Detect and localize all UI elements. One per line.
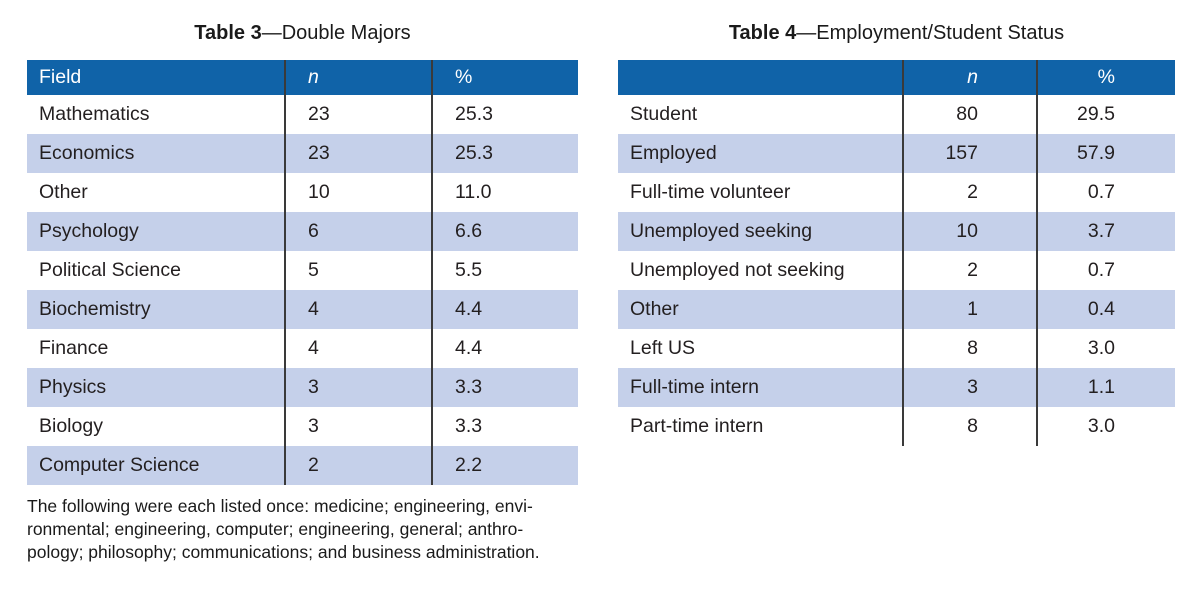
table-cell: Left US bbox=[630, 337, 696, 359]
table-row: Student 80 29.5 bbox=[618, 95, 1175, 134]
table-cell: 0.7 bbox=[1036, 173, 1175, 212]
table-cell: 3.3 bbox=[431, 368, 578, 407]
table-cell: 2 bbox=[284, 446, 432, 485]
table-cell: Biology bbox=[39, 415, 103, 437]
table-cell: Finance bbox=[39, 337, 109, 359]
table-row: Biochemistry 4 4.4 bbox=[27, 290, 578, 329]
table-cell: 3.0 bbox=[1036, 329, 1175, 368]
table-row: Economics 23 25.3 bbox=[27, 134, 578, 173]
table-row: Employed 157 57.9 bbox=[618, 134, 1175, 173]
table-row: Biology 3 3.3 bbox=[27, 407, 578, 446]
table4: n % Student 80 29.5 Employed 157 57.9 Full-tim… bbox=[618, 60, 1175, 446]
table-cell: Economics bbox=[27, 134, 285, 173]
table-cell: 1.1 bbox=[1036, 368, 1175, 407]
table-cell: 3 bbox=[902, 368, 1037, 407]
table-cell: Political Science bbox=[39, 259, 181, 281]
table4-title: Table 4—Employment/Student Status bbox=[618, 20, 1175, 46]
table3-title-text: —Double Majors bbox=[261, 22, 411, 44]
table-cell: 3 bbox=[284, 368, 432, 407]
table-cell: 0.7 bbox=[1036, 251, 1175, 290]
table-cell: 6.6 bbox=[431, 212, 578, 251]
table-cell: 157 bbox=[902, 134, 1037, 173]
column-header-pct: % bbox=[431, 60, 578, 95]
table-row: Full-time volunteer 2 0.7 bbox=[618, 173, 1175, 212]
column-header-n: n bbox=[902, 60, 1037, 95]
table3-title: Table 3—Double Majors bbox=[27, 20, 578, 46]
table3-footnote: The following were each listed once: med… bbox=[27, 496, 540, 562]
table-cell: 10 bbox=[284, 173, 432, 212]
table-cell: 2.2 bbox=[431, 446, 578, 485]
table4-header-row: n % bbox=[618, 60, 1175, 95]
table-row: Unemployed seeking 10 3.7 bbox=[618, 212, 1175, 251]
table-row: Mathematics 23 25.3 bbox=[27, 95, 578, 134]
table-cell: Full-time volunteer bbox=[630, 181, 791, 203]
table-cell: 23 bbox=[284, 95, 432, 134]
table-cell: 3.7 bbox=[1036, 212, 1175, 251]
table4-title-text: —Employment/Student Status bbox=[796, 22, 1065, 44]
table-row: Other 1 0.4 bbox=[618, 290, 1175, 329]
table-cell: 2 bbox=[902, 173, 1037, 212]
table-cell: 5.5 bbox=[431, 251, 578, 290]
table-cell: Psychology bbox=[27, 212, 285, 251]
table-row: Left US 8 3.0 bbox=[618, 329, 1175, 368]
table-cell: 6 bbox=[284, 212, 432, 251]
table3: Field n % Mathematics 23 25.3 Economics 23 25… bbox=[27, 60, 578, 485]
table-row: Psychology 6 6.6 bbox=[27, 212, 578, 251]
table-row: Part-time intern 8 3.0 bbox=[618, 407, 1175, 446]
table-cell: Unemployed seeking bbox=[618, 212, 903, 251]
table-cell: Employed bbox=[618, 134, 903, 173]
table-cell: 25.3 bbox=[431, 134, 578, 173]
table-cell: Unemployed not seeking bbox=[630, 259, 845, 281]
table-cell: 3.3 bbox=[431, 407, 578, 446]
table-cell: 23 bbox=[284, 134, 432, 173]
column-header-field: Field bbox=[27, 60, 285, 95]
table-cell: Physics bbox=[27, 368, 285, 407]
table-cell: 4.4 bbox=[431, 290, 578, 329]
table-cell: 80 bbox=[902, 95, 1037, 134]
column-header-n: n bbox=[284, 60, 432, 95]
table-cell: Computer Science bbox=[27, 446, 285, 485]
table-cell: 10 bbox=[902, 212, 1037, 251]
table-cell: 8 bbox=[902, 329, 1037, 368]
table-row: Full-time intern 3 1.1 bbox=[618, 368, 1175, 407]
table-row: Physics 3 3.3 bbox=[27, 368, 578, 407]
column-header-pct: % bbox=[1036, 60, 1175, 95]
table-cell: Other bbox=[39, 181, 88, 203]
table-row: Other 10 11.0 bbox=[27, 173, 578, 212]
table-row: Political Science 5 5.5 bbox=[27, 251, 578, 290]
table4-block: Table 4—Employment/Student Status n % St… bbox=[618, 0, 1175, 446]
table-cell: 4.4 bbox=[431, 329, 578, 368]
table-cell: Student bbox=[630, 103, 698, 125]
table3-title-label: Table 3 bbox=[194, 22, 262, 44]
table-row: Computer Science 2 2.2 bbox=[27, 446, 578, 485]
table-cell: Other bbox=[618, 290, 903, 329]
table-row: Finance 4 4.4 bbox=[27, 329, 578, 368]
table-cell: 4 bbox=[284, 329, 432, 368]
table-cell: 5 bbox=[284, 251, 432, 290]
table-cell: 4 bbox=[284, 290, 432, 329]
table-cell: 2 bbox=[902, 251, 1037, 290]
table-cell: 29.5 bbox=[1036, 95, 1175, 134]
table-row: Unemployed not seeking 2 0.7 bbox=[618, 251, 1175, 290]
table3-header-row: Field n % bbox=[27, 60, 578, 95]
table-cell: Part-time intern bbox=[630, 415, 764, 437]
table3-block: Table 3—Double Majors Field n % Mathemat… bbox=[27, 0, 578, 485]
table-cell: 25.3 bbox=[431, 95, 578, 134]
table-cell: 1 bbox=[902, 290, 1037, 329]
column-header-empty bbox=[618, 60, 903, 95]
table-cell: Full-time intern bbox=[618, 368, 903, 407]
table-cell: 0.4 bbox=[1036, 290, 1175, 329]
table-cell: 3 bbox=[284, 407, 432, 446]
table-cell: 11.0 bbox=[431, 173, 578, 212]
table-cell: 8 bbox=[902, 407, 1037, 446]
table-cell: Biochemistry bbox=[27, 290, 285, 329]
table-cell: 57.9 bbox=[1036, 134, 1175, 173]
table-cell: Mathematics bbox=[39, 103, 150, 125]
table-cell: 3.0 bbox=[1036, 407, 1175, 446]
table4-title-label: Table 4 bbox=[728, 22, 797, 44]
